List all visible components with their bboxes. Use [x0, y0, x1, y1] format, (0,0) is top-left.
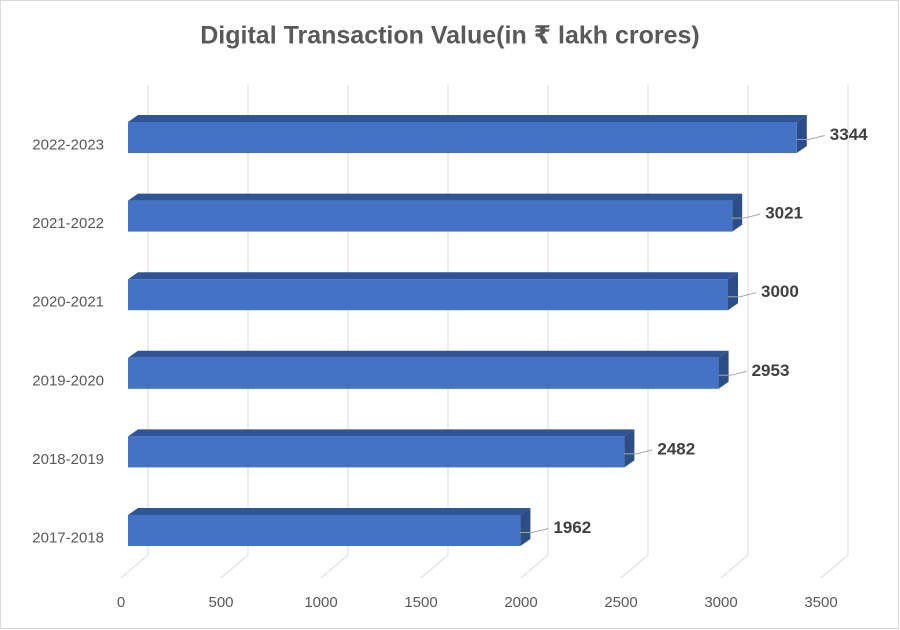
- grid-line: [820, 85, 849, 579]
- y-tick-label: 2022-2023: [32, 136, 104, 153]
- grid-line: [420, 85, 449, 579]
- value-label: 3344: [830, 125, 868, 144]
- y-tick-label: 2021-2022: [32, 215, 104, 232]
- bar: [128, 279, 728, 311]
- y-tick-label: 2020-2021: [32, 294, 104, 311]
- grid-line: [620, 85, 649, 579]
- bar-side: [728, 272, 738, 311]
- bar-top: [128, 115, 807, 122]
- bar: [128, 357, 719, 389]
- bar-side: [796, 115, 807, 153]
- grid-line: [720, 85, 749, 579]
- x-tick-label: 2000: [504, 594, 537, 611]
- chart-title: Digital Transaction Value(in ₹ lakh cror…: [200, 22, 700, 50]
- x-tick-label: 500: [208, 594, 233, 611]
- x-tick-label: 1500: [404, 594, 437, 611]
- y-tick-label: 2017-2018: [32, 529, 104, 546]
- x-tick-label: 3000: [704, 594, 737, 611]
- leader-line: [796, 135, 825, 140]
- x-tick-label: 2500: [604, 594, 637, 611]
- bar: [128, 200, 733, 232]
- value-label: 3000: [761, 282, 799, 301]
- bar-top: [128, 350, 729, 358]
- bar: [128, 122, 797, 153]
- bar-top: [128, 193, 743, 201]
- bar-side: [732, 193, 743, 232]
- leader-line: [718, 370, 747, 376]
- leader-line: [520, 528, 549, 533]
- grid-line: [320, 85, 349, 579]
- value-label: 1962: [553, 518, 591, 537]
- value-label: 2953: [752, 361, 790, 380]
- bar-top: [128, 429, 635, 437]
- value-label: 2482: [657, 439, 695, 458]
- x-tick-label: 3500: [804, 594, 837, 611]
- x-tick-label: 1000: [304, 594, 337, 611]
- bar-side: [624, 429, 635, 468]
- bar: [128, 515, 521, 546]
- bar-side: [718, 350, 729, 389]
- value-label: 3021: [765, 204, 803, 223]
- leader-line: [732, 213, 761, 219]
- bar-side: [520, 508, 531, 546]
- bar-top: [128, 508, 531, 515]
- bar-top: [128, 272, 738, 280]
- y-tick-label: 2019-2020: [32, 372, 104, 389]
- grid-line: [220, 85, 249, 579]
- leader-line: [728, 292, 757, 298]
- y-tick-label: 2018-2019: [32, 451, 104, 468]
- x-tick-label: 0: [117, 594, 125, 611]
- grid-line: [520, 85, 549, 579]
- bar: [128, 436, 625, 468]
- grid-line: [120, 85, 149, 579]
- leader-line: [624, 449, 653, 455]
